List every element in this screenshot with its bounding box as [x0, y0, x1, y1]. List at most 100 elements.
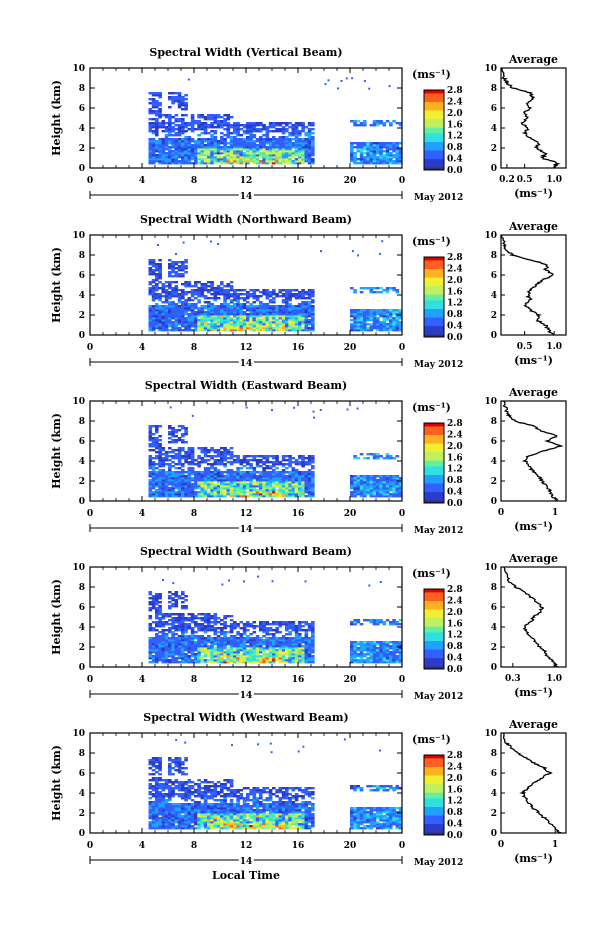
heatmap-cell — [164, 659, 169, 662]
heatmap-cell — [174, 309, 179, 312]
heatmap-cell — [203, 295, 208, 298]
heatmap-cell — [379, 291, 383, 294]
heatmap-cell — [187, 285, 192, 288]
heatmap-cell — [239, 489, 244, 492]
heatmap-cell — [281, 305, 286, 308]
heatmap-cell — [213, 152, 218, 155]
heatmap-cell — [291, 144, 296, 147]
heatmap-cell — [184, 659, 188, 662]
heatmap-cell — [155, 471, 159, 474]
heatmap-cell — [194, 293, 198, 296]
heatmap-cell — [236, 491, 240, 494]
heatmap-cell — [187, 156, 192, 159]
heatmap-cell — [223, 637, 227, 640]
heatmap-cell — [164, 116, 169, 119]
heatmap-cell — [190, 653, 195, 656]
heatmap-cell — [262, 291, 266, 294]
heatmap-cell — [168, 325, 172, 328]
heatmap-cell — [197, 138, 201, 141]
heatmap-cell — [359, 150, 364, 153]
heatmap-cell — [174, 647, 179, 650]
heatmap-cell — [158, 269, 162, 272]
heatmap-cell — [275, 481, 279, 484]
day-label: 14 — [240, 192, 253, 202]
heatmap-cell — [307, 477, 312, 480]
heatmap-cell — [356, 483, 361, 486]
heatmap-cell — [184, 661, 188, 664]
heatmap-cell — [151, 441, 156, 444]
heatmap-cell — [190, 617, 195, 620]
heatmap-cell — [262, 487, 266, 490]
heatmap-cell — [252, 144, 257, 147]
heatmap-cell — [184, 327, 188, 330]
heatmap-cell — [366, 329, 370, 332]
heatmap-cell — [249, 158, 253, 161]
heatmap-cell — [288, 485, 292, 488]
heatmap-cell — [216, 645, 221, 648]
heatmap-cell — [168, 126, 172, 129]
heatmap-cell — [216, 487, 221, 490]
heatmap-cell — [304, 144, 309, 147]
heatmap-cell — [262, 124, 266, 127]
heatmap-cell — [351, 77, 354, 80]
heatmap-cell — [298, 321, 302, 324]
heatmap-cell — [168, 607, 172, 610]
heatmap-cell — [239, 323, 244, 326]
heatmap-cell — [272, 491, 276, 494]
heatmap-cell — [148, 321, 153, 324]
heatmap-cell — [272, 637, 276, 640]
heatmap-cell — [272, 122, 276, 125]
heatmap-cell — [392, 150, 396, 153]
heatmap-cell — [278, 305, 283, 308]
heatmap-cell — [207, 487, 211, 490]
heatmap-cell — [168, 118, 172, 121]
heatmap-cell — [168, 158, 172, 161]
heatmap-cell — [174, 162, 179, 165]
heatmap-cell — [255, 323, 260, 326]
heatmap-cell — [200, 291, 205, 294]
heatmap-cell — [171, 325, 175, 328]
heatmap-cell — [168, 427, 172, 430]
heatmap-cell — [184, 305, 188, 308]
heatmap-cell — [194, 463, 198, 466]
heatmap-cell — [376, 457, 380, 460]
heatmap-cell — [148, 435, 153, 438]
heatmap-cell — [151, 289, 156, 292]
heatmap-cell — [161, 289, 166, 292]
heatmap-cell — [288, 655, 292, 658]
heatmap-cell — [265, 477, 270, 480]
heatmap-cell — [158, 154, 162, 157]
colorbar-segment — [424, 118, 444, 122]
heatmap-cell — [213, 641, 218, 644]
heatmap-cell — [294, 321, 299, 324]
heatmap-cell — [366, 323, 370, 326]
heatmap-cell — [155, 124, 159, 127]
heatmap-cell — [148, 98, 153, 101]
heatmap-cell — [148, 425, 153, 428]
heatmap-cell — [177, 305, 182, 308]
heatmap-cell — [359, 315, 364, 318]
heatmap-cell — [213, 649, 218, 652]
heatmap-cell — [171, 150, 175, 153]
heatmap-cell — [294, 473, 299, 476]
heatmap-cell — [197, 315, 201, 318]
heatmap-cell — [288, 148, 292, 151]
heatmap-cell — [158, 465, 162, 468]
avg-y-tick-label: 2 — [491, 144, 497, 154]
heatmap-cell — [171, 156, 175, 159]
heatmap-cell — [233, 122, 237, 125]
heatmap-cell — [226, 661, 231, 664]
x-tick-label: 0 — [399, 343, 405, 353]
heatmap-cell — [249, 643, 253, 646]
colorbar-tick-label: 2.8 — [447, 86, 463, 96]
heatmap-cell — [242, 146, 247, 149]
heatmap-cell — [229, 325, 234, 328]
heatmap-cell — [177, 635, 182, 638]
heatmap-cell — [359, 122, 364, 125]
heatmap-cell — [168, 473, 172, 476]
heatmap-cell — [181, 315, 185, 318]
heatmap-cell — [275, 489, 279, 492]
colorbar-tick-label: 1.6 — [447, 453, 463, 463]
heatmap-cell — [200, 641, 205, 644]
heatmap-cell — [363, 323, 367, 326]
